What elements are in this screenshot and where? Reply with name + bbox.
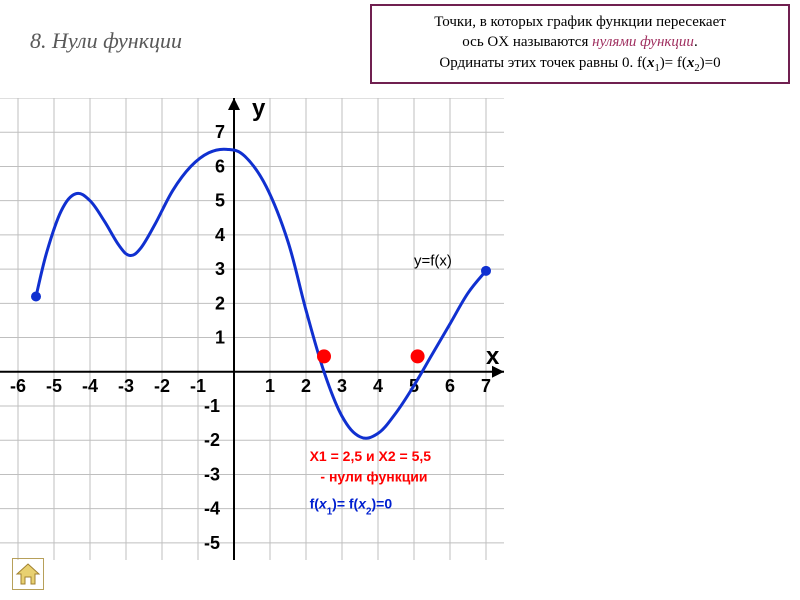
svg-text:-6: -6 <box>10 376 26 396</box>
svg-text:-5: -5 <box>204 533 220 553</box>
svg-text:- нули функции: - нули функции <box>320 468 427 484</box>
svg-text:2: 2 <box>301 376 311 396</box>
svg-text:-2: -2 <box>204 430 220 450</box>
svg-text:6: 6 <box>445 376 455 396</box>
svg-text:X1 = 2,5 и X2 = 5,5: X1 = 2,5 и X2 = 5,5 <box>310 448 432 464</box>
svg-text:y: y <box>252 98 266 122</box>
svg-text:1: 1 <box>215 328 225 348</box>
svg-text:-3: -3 <box>204 464 220 484</box>
home-icon[interactable] <box>12 558 44 590</box>
svg-text:4: 4 <box>215 225 225 245</box>
svg-text:-2: -2 <box>154 376 170 396</box>
svg-text:-1: -1 <box>204 396 220 416</box>
svg-text:-1: -1 <box>190 376 206 396</box>
definition-box: Точки, в которых график функции пересека… <box>370 4 790 84</box>
svg-text:3: 3 <box>337 376 347 396</box>
svg-text:7: 7 <box>481 376 491 396</box>
svg-text:6: 6 <box>215 156 225 176</box>
def-line1: Точки, в которых график функции пересека… <box>382 12 778 32</box>
def-line3: Ординаты этих точек равны 0. f(x1)= f(x2… <box>382 53 778 76</box>
svg-text:5: 5 <box>215 191 225 211</box>
svg-text:7: 7 <box>215 122 225 142</box>
def-line2: ось OX называются нулями функции. <box>382 32 778 52</box>
slide-title: 8. Нули функции <box>30 28 182 54</box>
svg-text:-3: -3 <box>118 376 134 396</box>
svg-text:4: 4 <box>373 376 383 396</box>
svg-text:-4: -4 <box>204 499 220 519</box>
svg-text:y=f(x): y=f(x) <box>414 253 452 270</box>
svg-text:-4: -4 <box>82 376 98 396</box>
svg-text:x: x <box>486 343 500 370</box>
function-chart: -6-5-4-3-2-11234567-5-4-3-2-11234567yxy=… <box>0 98 504 560</box>
svg-text:-5: -5 <box>46 376 62 396</box>
svg-text:f(x1)= f(x2)=0: f(x1)= f(x2)=0 <box>310 496 393 517</box>
svg-text:2: 2 <box>215 293 225 313</box>
svg-text:1: 1 <box>265 376 275 396</box>
chart-svg: -6-5-4-3-2-11234567-5-4-3-2-11234567yxy=… <box>0 98 504 560</box>
svg-text:3: 3 <box>215 259 225 279</box>
